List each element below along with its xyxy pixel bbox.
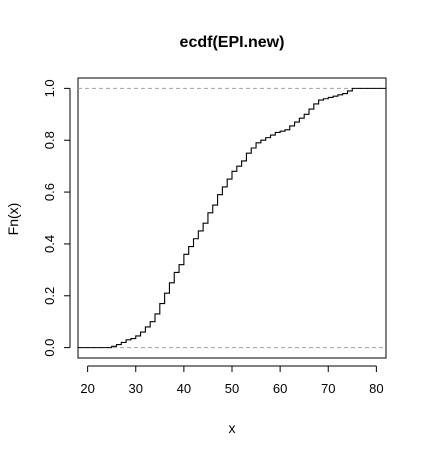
series-layer <box>78 87 386 349</box>
y-tick-label: 0.8 <box>42 131 57 149</box>
x-tick-label: 80 <box>369 381 383 396</box>
y-tick-label: 0.4 <box>42 235 57 253</box>
y-axis-label: Fn(x) <box>5 203 21 236</box>
y-tick-label: 0.0 <box>42 339 57 357</box>
y-tick-label: 1.0 <box>42 79 57 97</box>
x-tick-label: 60 <box>273 381 287 396</box>
x-tick-label: 20 <box>80 381 94 396</box>
x-tick-label: 70 <box>321 381 335 396</box>
reference-lines <box>78 87 386 349</box>
ecdf-step-line <box>78 87 386 349</box>
chart-title: ecdf(EPI.new) <box>180 34 285 51</box>
x-tick-label: 30 <box>129 381 143 396</box>
x-tick-label: 40 <box>177 381 191 396</box>
y-axis: 0.0 0.2 0.4 0.6 0.8 1.0 <box>42 79 71 357</box>
x-axis-label: x <box>229 420 236 436</box>
x-tick-label: 50 <box>225 381 239 396</box>
x-axis: 20 30 40 50 60 70 80 <box>80 365 384 396</box>
plot-frame <box>77 77 387 359</box>
y-tick-label: 0.2 <box>42 287 57 305</box>
y-tick-label: 0.6 <box>42 183 57 201</box>
